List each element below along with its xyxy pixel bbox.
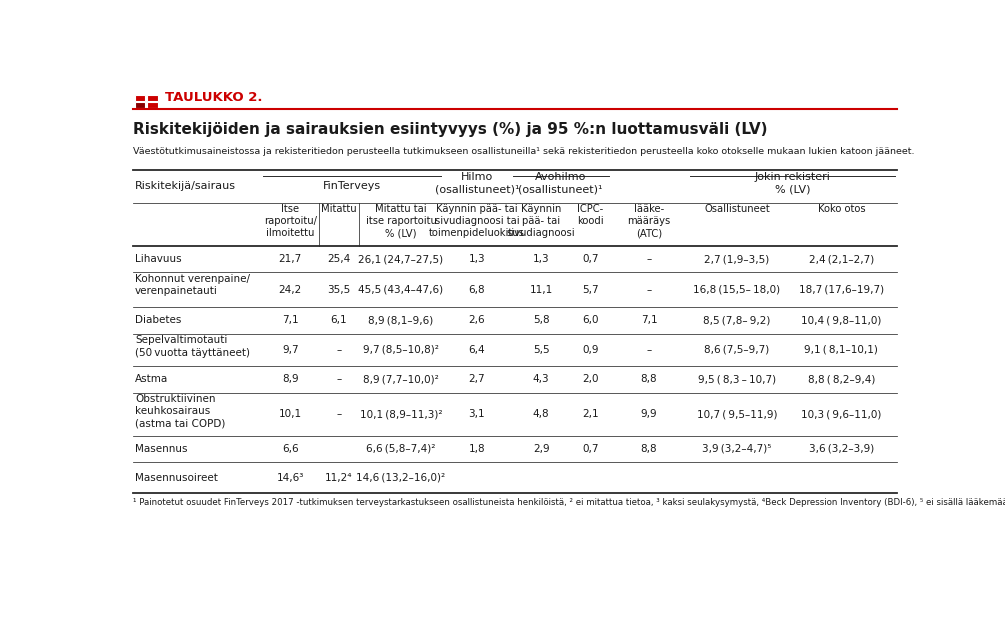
Text: 5,5: 5,5: [533, 345, 550, 355]
Text: 9,7 (8,5–10,8)²: 9,7 (8,5–10,8)²: [363, 345, 439, 355]
Text: –: –: [646, 284, 651, 295]
Text: –: –: [337, 409, 342, 419]
Text: 14,6³: 14,6³: [276, 473, 305, 483]
Text: 2,0: 2,0: [582, 374, 599, 384]
Text: lääke-
määräys
(ATC): lääke- määräys (ATC): [627, 204, 670, 238]
Text: 8,6 (7,5–9,7): 8,6 (7,5–9,7): [705, 345, 770, 355]
Text: 6,0: 6,0: [582, 315, 599, 325]
Text: Mitattu tai
itse raportoitu
% (LV): Mitattu tai itse raportoitu % (LV): [366, 204, 436, 238]
Bar: [148, 102, 158, 109]
Text: 14,6 (13,2–16,0)²: 14,6 (13,2–16,0)²: [357, 473, 445, 483]
Text: Riskitekijöiden ja sairauksien esiintyvyys (%) ja 95 %:n luottamusväli (LV): Riskitekijöiden ja sairauksien esiintyvy…: [134, 122, 768, 137]
Text: 0,9: 0,9: [582, 345, 599, 355]
Text: 10,1: 10,1: [278, 409, 302, 419]
Text: 10,4 ( 9,8–11,0): 10,4 ( 9,8–11,0): [801, 315, 881, 325]
Text: Osallistuneet: Osallistuneet: [705, 204, 770, 214]
Text: Lihavuus: Lihavuus: [135, 254, 182, 264]
Text: 10,1 (8,9–11,3)²: 10,1 (8,9–11,3)²: [360, 409, 442, 419]
Text: Kohonnut verenpaine/
verenpainetauti: Kohonnut verenpaine/ verenpainetauti: [135, 274, 250, 296]
Text: Avohilmo
(osallistuneet)¹: Avohilmo (osallistuneet)¹: [519, 172, 603, 194]
Text: Koko otos: Koko otos: [818, 204, 865, 214]
Text: 6,8: 6,8: [468, 284, 485, 295]
Text: –: –: [337, 345, 342, 355]
Text: 1,3: 1,3: [533, 254, 550, 264]
Text: 2,9: 2,9: [533, 444, 550, 454]
Text: 4,8: 4,8: [533, 409, 550, 419]
Text: 9,7: 9,7: [282, 345, 298, 355]
Text: 3,9 (3,2–4,7)⁵: 3,9 (3,2–4,7)⁵: [702, 444, 772, 454]
Text: Jokin rekisteri
% (LV): Jokin rekisteri % (LV): [755, 172, 830, 194]
Text: ICPC-
koodi: ICPC- koodi: [577, 204, 604, 226]
Text: 8,9 (7,7–10,0)²: 8,9 (7,7–10,0)²: [363, 374, 439, 384]
Text: 10,3 ( 9,6–11,0): 10,3 ( 9,6–11,0): [801, 409, 881, 419]
Text: 45,5 (43,4–47,6): 45,5 (43,4–47,6): [359, 284, 443, 295]
Text: Itse
raportoitu/
ilmoitettu: Itse raportoitu/ ilmoitettu: [264, 204, 317, 238]
Text: 2,7 (1,9–3,5): 2,7 (1,9–3,5): [705, 254, 770, 264]
Text: Astma: Astma: [135, 374, 168, 384]
Text: Masennus: Masennus: [135, 444, 188, 454]
Text: TAULUKKO 2.: TAULUKKO 2.: [165, 91, 262, 104]
Text: 25,4: 25,4: [328, 254, 351, 264]
Text: 5,8: 5,8: [533, 315, 550, 325]
Text: 1,3: 1,3: [468, 254, 485, 264]
Text: Käynnin
pää- tai
sivudiagnoosi: Käynnin pää- tai sivudiagnoosi: [507, 204, 576, 238]
Text: 8,8 ( 8,2–9,4): 8,8 ( 8,2–9,4): [808, 374, 875, 384]
Text: Mitattu: Mitattu: [322, 204, 357, 214]
Text: 9,1 ( 8,1–10,1): 9,1 ( 8,1–10,1): [804, 345, 878, 355]
Text: 9,9: 9,9: [641, 409, 657, 419]
Text: Diabetes: Diabetes: [135, 315, 181, 325]
Text: 5,7: 5,7: [582, 284, 599, 295]
Text: 6,1: 6,1: [331, 315, 348, 325]
Text: 6,4: 6,4: [468, 345, 485, 355]
Text: Hilmo
(osallistuneet)¹: Hilmo (osallistuneet)¹: [434, 172, 520, 194]
Text: 21,7: 21,7: [278, 254, 302, 264]
Text: 7,1: 7,1: [641, 315, 657, 325]
Text: –: –: [337, 374, 342, 384]
Text: 11,2⁴: 11,2⁴: [326, 473, 353, 483]
Text: 18,7 (17,6–19,7): 18,7 (17,6–19,7): [799, 284, 884, 295]
Text: –: –: [646, 254, 651, 264]
Text: Sepelvaltimotauti
(50 vuotta täyttäneet): Sepelvaltimotauti (50 vuotta täyttäneet): [135, 335, 250, 358]
Text: ¹ Painotetut osuudet FinTerveys 2017 -tutkimuksen terveystarkastukseen osallistu: ¹ Painotetut osuudet FinTerveys 2017 -tu…: [134, 498, 1005, 507]
Text: Riskitekijä/sairaus: Riskitekijä/sairaus: [135, 181, 236, 191]
Bar: [135, 102, 145, 109]
Text: Väestötutkimusaineistossa ja rekisteritiedon perusteella tutkimukseen osallistun: Väestötutkimusaineistossa ja rekisteriti…: [134, 147, 915, 156]
Text: 3,6 (3,2–3,9): 3,6 (3,2–3,9): [809, 444, 874, 454]
Text: 2,4 (2,1–2,7): 2,4 (2,1–2,7): [809, 254, 874, 264]
Text: 9,5 ( 8,3 – 10,7): 9,5 ( 8,3 – 10,7): [698, 374, 776, 384]
Text: –: –: [646, 345, 651, 355]
Text: 7,1: 7,1: [282, 315, 298, 325]
Text: 4,3: 4,3: [533, 374, 550, 384]
Bar: [135, 94, 145, 101]
Text: 8,8: 8,8: [641, 374, 657, 384]
Text: Käynnin pää- tai
sivudiagnoosi tai
toimenpideluokitus: Käynnin pää- tai sivudiagnoosi tai toime…: [429, 204, 525, 238]
Text: 16,8 (15,5– 18,0): 16,8 (15,5– 18,0): [693, 284, 781, 295]
Text: 8,9: 8,9: [282, 374, 298, 384]
Bar: [148, 94, 158, 101]
Text: 26,1 (24,7–27,5): 26,1 (24,7–27,5): [359, 254, 443, 264]
Text: 24,2: 24,2: [278, 284, 302, 295]
Text: Obstruktiivinen
keuhkosairaus
(astma tai COPD): Obstruktiivinen keuhkosairaus (astma tai…: [135, 394, 225, 428]
Text: 6,6 (5,8–7,4)²: 6,6 (5,8–7,4)²: [366, 444, 435, 454]
Text: 8,8: 8,8: [641, 444, 657, 454]
Text: 11,1: 11,1: [530, 284, 553, 295]
Text: 8,5 (7,8– 9,2): 8,5 (7,8– 9,2): [704, 315, 771, 325]
Text: 2,1: 2,1: [582, 409, 599, 419]
Text: 2,7: 2,7: [468, 374, 485, 384]
Text: 2,6: 2,6: [468, 315, 485, 325]
Text: 6,6: 6,6: [282, 444, 298, 454]
Text: Masennusoireet: Masennusoireet: [135, 473, 218, 483]
Text: 8,9 (8,1–9,6): 8,9 (8,1–9,6): [368, 315, 433, 325]
Text: 10,7 ( 9,5–11,9): 10,7 ( 9,5–11,9): [696, 409, 777, 419]
Text: 0,7: 0,7: [582, 254, 599, 264]
Text: 0,7: 0,7: [582, 444, 599, 454]
Text: FinTerveys: FinTerveys: [324, 181, 381, 191]
Text: 35,5: 35,5: [328, 284, 351, 295]
Text: 1,8: 1,8: [468, 444, 485, 454]
Text: 3,1: 3,1: [468, 409, 485, 419]
